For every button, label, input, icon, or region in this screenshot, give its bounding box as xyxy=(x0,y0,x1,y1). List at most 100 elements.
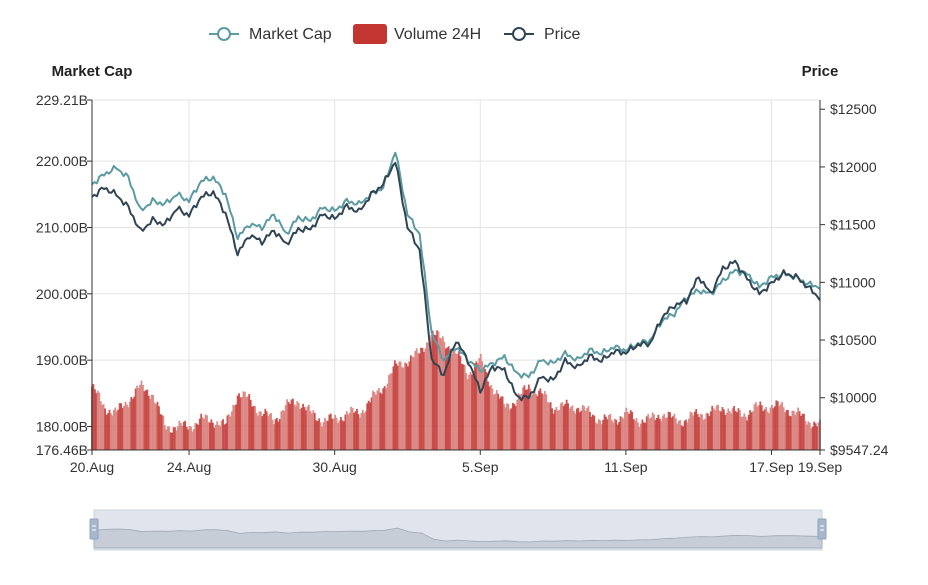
volume-bar xyxy=(524,389,527,450)
volume-bar xyxy=(667,411,670,450)
volume-bar xyxy=(430,334,433,450)
volume-bar xyxy=(102,404,105,450)
volume-bar xyxy=(302,403,305,450)
right-tick-label: $10500 xyxy=(830,332,877,348)
x-tick-label: 5.Sep xyxy=(462,459,499,475)
volume-bar xyxy=(498,398,501,450)
volume-bar xyxy=(287,401,290,450)
volume-bar xyxy=(519,394,521,450)
legend-item-price[interactable]: Price xyxy=(504,26,581,43)
volume-bar xyxy=(717,404,719,450)
volume-bar xyxy=(159,413,162,450)
legend-item-volume[interactable]: Volume 24H xyxy=(353,24,481,44)
volume-bar xyxy=(308,404,310,450)
volume-bar xyxy=(567,403,570,450)
volume-bar xyxy=(385,388,388,450)
volume-bar xyxy=(727,408,730,450)
legend-item-market-cap[interactable]: Market Cap xyxy=(209,26,332,43)
volume-bar xyxy=(800,415,802,450)
volume-bar xyxy=(229,416,232,450)
volume-bar xyxy=(316,420,319,450)
volume-bar xyxy=(699,413,702,450)
volume-bar xyxy=(613,418,616,450)
left-tick-label: 210.00B xyxy=(36,219,88,235)
volume-bar xyxy=(281,410,284,450)
volume-bar xyxy=(370,397,373,450)
volume-bar xyxy=(495,389,498,450)
volume-bar xyxy=(702,419,705,450)
volume-bar xyxy=(121,407,124,450)
volume-bar xyxy=(511,402,514,450)
volume-bar xyxy=(759,401,762,450)
volume-bar xyxy=(233,405,236,450)
volume-bar xyxy=(369,402,371,450)
volume-bar xyxy=(581,404,584,450)
volume-bar xyxy=(725,412,728,450)
volume-bar xyxy=(693,411,696,450)
volume-bar xyxy=(775,400,778,450)
volume-bar xyxy=(443,341,446,450)
volume-bar xyxy=(674,418,677,450)
volume-bar xyxy=(225,423,227,450)
volume-bar xyxy=(114,407,117,450)
volume-bar xyxy=(364,411,367,450)
volume-bar xyxy=(436,330,438,450)
volume-bar xyxy=(549,402,552,450)
volume-bar xyxy=(686,422,689,450)
volume-bar xyxy=(578,412,581,450)
volume-bar xyxy=(98,392,101,450)
market-cap-line xyxy=(91,151,821,379)
volume-bar xyxy=(757,405,760,450)
volume-bar xyxy=(427,342,430,450)
data-zoom[interactable] xyxy=(89,509,827,551)
legend: Market Cap Volume 24H Price xyxy=(209,24,581,44)
volume-bar xyxy=(235,404,238,450)
volume-bar xyxy=(206,415,208,450)
volume-bar xyxy=(535,393,537,450)
volume-bar xyxy=(242,391,245,450)
volume-bar xyxy=(115,411,118,450)
volume-bar xyxy=(446,347,449,450)
volume-bar xyxy=(388,374,390,450)
volume-bar xyxy=(289,403,291,450)
volume-bar xyxy=(619,416,622,450)
volume-bar xyxy=(658,418,661,450)
volume-bar xyxy=(784,412,786,450)
volume-bar xyxy=(412,357,415,450)
volume-bar xyxy=(265,411,268,450)
volume-bar xyxy=(517,393,520,450)
volume-bar xyxy=(788,415,791,450)
volume-bar xyxy=(740,416,743,450)
volume-bar xyxy=(656,417,658,450)
volume-bar xyxy=(763,409,766,450)
volume-bar xyxy=(557,410,559,450)
volume-bar xyxy=(248,393,251,450)
volume-bar xyxy=(724,415,727,450)
volume-bar xyxy=(367,400,370,450)
volume-bar xyxy=(163,425,166,450)
volume-bar xyxy=(152,394,155,450)
volume-bar xyxy=(506,403,508,450)
volume-bar xyxy=(670,417,673,450)
volume-bar xyxy=(708,416,711,450)
volume-bar xyxy=(657,414,660,450)
volume-bar xyxy=(593,415,596,450)
volume-bar xyxy=(637,422,639,450)
volume-bar xyxy=(408,361,411,450)
volume-bar xyxy=(423,351,425,450)
volume-bar xyxy=(361,409,364,450)
volume-bar xyxy=(377,387,380,450)
volume-bar xyxy=(177,426,179,450)
data-zoom-handle-right[interactable] xyxy=(817,518,827,540)
volume-bar xyxy=(292,398,294,450)
volume-bar xyxy=(731,408,734,450)
volume-bar xyxy=(701,414,703,450)
volume-bar xyxy=(220,420,223,450)
data-zoom-handle-left[interactable] xyxy=(89,518,99,540)
volume-series xyxy=(91,330,821,450)
right-axis-name: Price xyxy=(802,63,839,80)
volume-bar xyxy=(210,419,213,450)
volume-bar xyxy=(586,408,588,450)
volume-bar xyxy=(520,394,523,450)
volume-bar xyxy=(312,410,315,450)
